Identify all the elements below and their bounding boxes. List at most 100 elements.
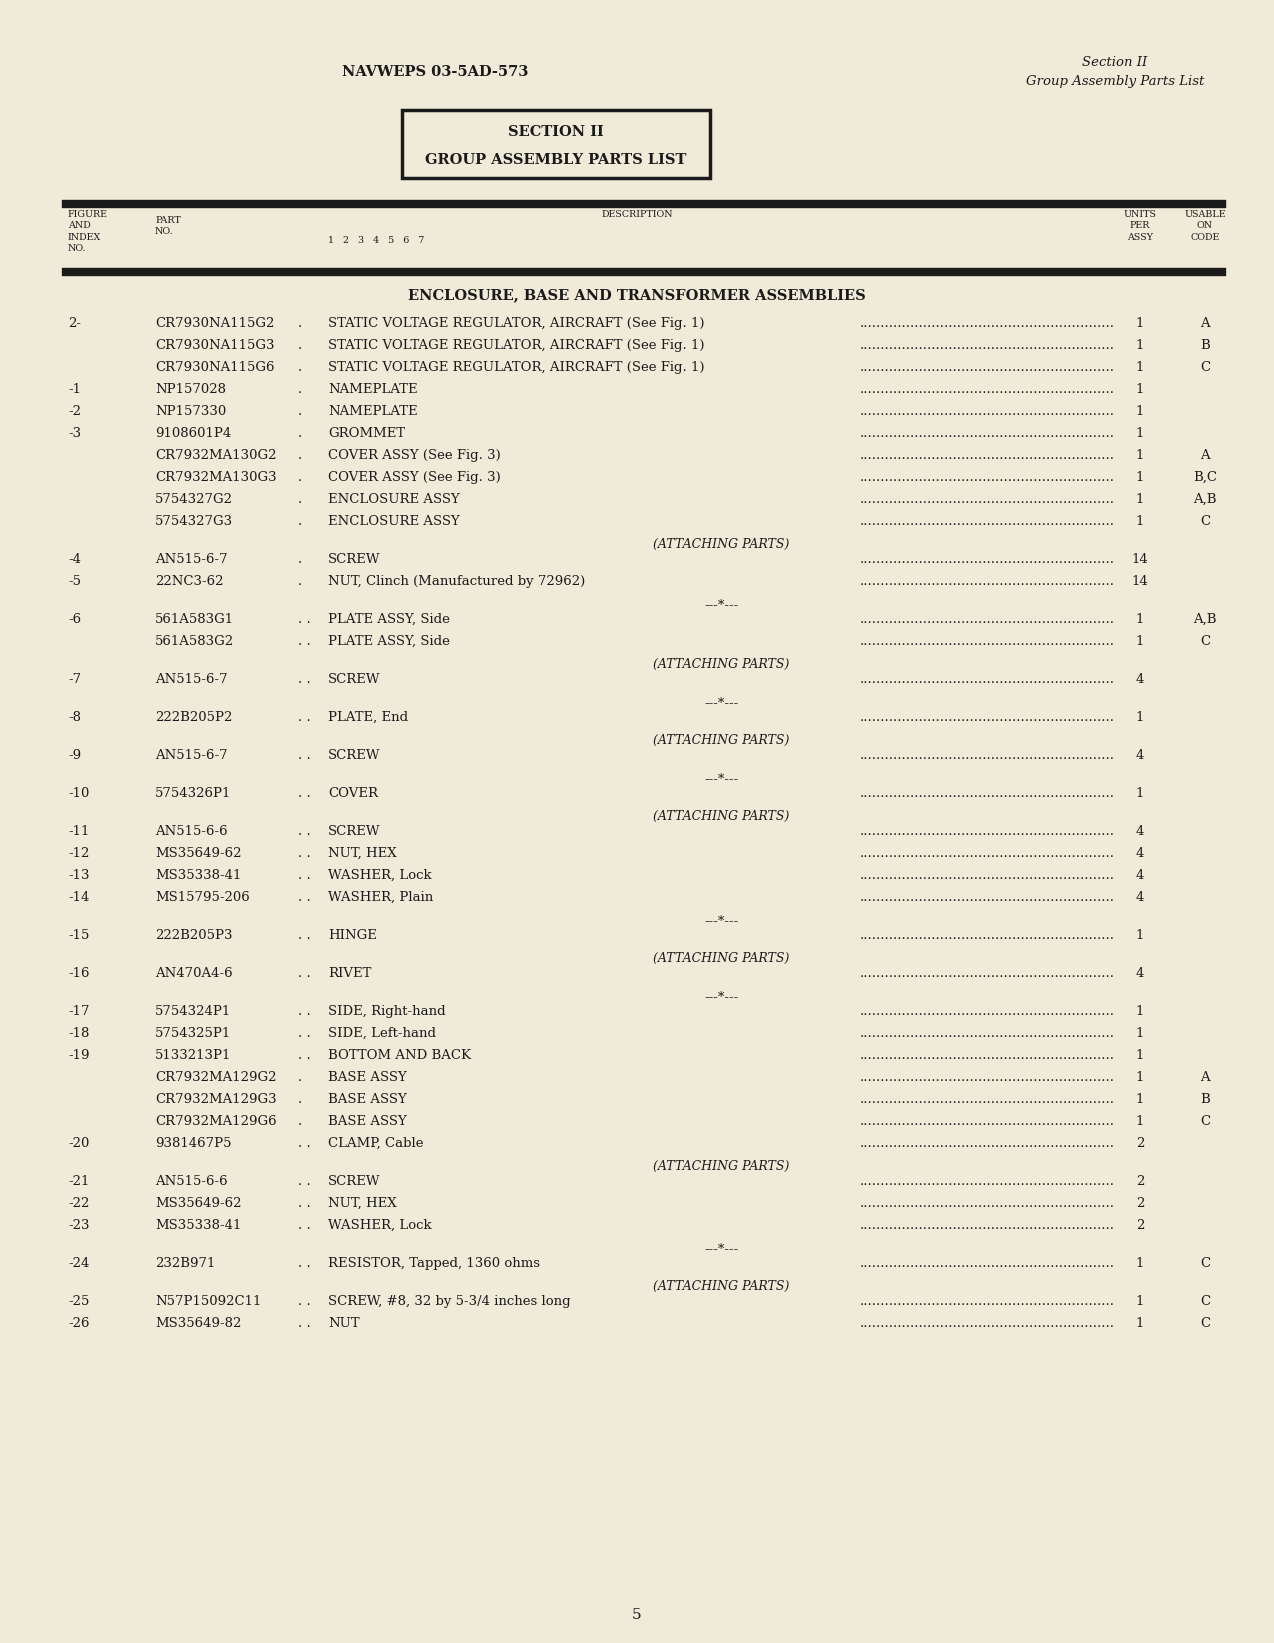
Text: 4: 4 [1136,825,1144,838]
Text: ............................................................: ........................................… [860,427,1115,440]
Text: ............................................................: ........................................… [860,1257,1115,1270]
Text: WASHER, Lock: WASHER, Lock [327,1219,432,1232]
Text: -7: -7 [68,674,82,687]
Text: (ATTACHING PARTS): (ATTACHING PARTS) [654,810,790,823]
Text: 1: 1 [1136,514,1144,527]
Text: ............................................................: ........................................… [860,848,1115,859]
Text: 1: 1 [1136,383,1144,396]
Text: ............................................................: ........................................… [860,1006,1115,1019]
Text: ............................................................: ........................................… [860,317,1115,330]
Text: PLATE ASSY, Side: PLATE ASSY, Side [327,613,450,626]
Text: ............................................................: ........................................… [860,1198,1115,1209]
Text: AN515-6-7: AN515-6-7 [155,749,228,762]
Text: .: . [298,472,302,485]
Text: 1: 1 [1136,1006,1144,1019]
Text: 4: 4 [1136,891,1144,904]
Text: (ATTACHING PARTS): (ATTACHING PARTS) [654,537,790,550]
Text: SCREW: SCREW [327,674,381,687]
Text: MS35649-62: MS35649-62 [155,848,242,859]
Text: .: . [298,317,302,330]
Text: 1   2   3   4   5   6   7: 1 2 3 4 5 6 7 [327,237,424,245]
Text: ............................................................: ........................................… [860,338,1115,352]
Text: -13: -13 [68,869,89,882]
Text: -26: -26 [68,1318,89,1329]
Text: ENCLOSURE ASSY: ENCLOSURE ASSY [327,493,460,506]
Text: SCREW, #8, 32 by 5-3/4 inches long: SCREW, #8, 32 by 5-3/4 inches long [327,1295,571,1308]
Text: .: . [298,427,302,440]
Text: Section II: Section II [1083,56,1148,69]
Text: SIDE, Right-hand: SIDE, Right-hand [327,1006,446,1019]
Text: BASE ASSY: BASE ASSY [327,1093,406,1106]
Text: 5754324P1: 5754324P1 [155,1006,232,1019]
Text: -3: -3 [68,427,82,440]
Text: 2: 2 [1136,1219,1144,1232]
Text: CR7932MA129G2: CR7932MA129G2 [155,1071,276,1084]
Text: -18: -18 [68,1027,89,1040]
Text: 4: 4 [1136,968,1144,979]
Text: SCREW: SCREW [327,749,381,762]
Text: ............................................................: ........................................… [860,1318,1115,1329]
Text: ............................................................: ........................................… [860,1027,1115,1040]
Text: (ATTACHING PARTS): (ATTACHING PARTS) [654,734,790,748]
Text: NUT, HEX: NUT, HEX [327,848,396,859]
Text: A,B: A,B [1194,493,1217,506]
Text: . .: . . [298,968,311,979]
Text: BASE ASSY: BASE ASSY [327,1071,406,1084]
Text: -15: -15 [68,928,89,941]
Text: 1: 1 [1136,787,1144,800]
Text: 5754327G3: 5754327G3 [155,514,233,527]
Text: -19: -19 [68,1048,89,1061]
Text: BOTTOM AND BACK: BOTTOM AND BACK [327,1048,471,1061]
Text: ............................................................: ........................................… [860,493,1115,506]
Text: -21: -21 [68,1175,89,1188]
Text: 222B205P2: 222B205P2 [155,711,232,725]
Text: . .: . . [298,674,311,687]
Text: 14: 14 [1131,575,1148,588]
Text: ............................................................: ........................................… [860,711,1115,725]
Text: ---*---: ---*--- [705,914,739,927]
Text: 2: 2 [1136,1175,1144,1188]
Text: ............................................................: ........................................… [860,406,1115,417]
Text: -20: -20 [68,1137,89,1150]
Text: . .: . . [298,869,311,882]
Text: 2: 2 [1136,1137,1144,1150]
Text: A,B: A,B [1194,613,1217,626]
Text: 1: 1 [1136,317,1144,330]
Text: .: . [298,338,302,352]
Text: -8: -8 [68,711,82,725]
Text: ............................................................: ........................................… [860,1048,1115,1061]
Text: 1: 1 [1136,493,1144,506]
Text: MS35649-82: MS35649-82 [155,1318,241,1329]
Text: -6: -6 [68,613,82,626]
Text: B,C: B,C [1192,472,1217,485]
Text: MS35338-41: MS35338-41 [155,1219,241,1232]
Text: CR7932MA129G3: CR7932MA129G3 [155,1093,276,1106]
Text: 1: 1 [1136,427,1144,440]
Text: USABLE
ON
CODE: USABLE ON CODE [1185,210,1226,242]
Text: ............................................................: ........................................… [860,825,1115,838]
Text: 5754326P1: 5754326P1 [155,787,232,800]
Text: . .: . . [298,1318,311,1329]
Text: . .: . . [298,1295,311,1308]
Text: -22: -22 [68,1198,89,1209]
Text: . .: . . [298,825,311,838]
Text: 22NC3-62: 22NC3-62 [155,575,223,588]
Text: GROUP ASSEMBLY PARTS LIST: GROUP ASSEMBLY PARTS LIST [426,153,687,168]
Text: ............................................................: ........................................… [860,383,1115,396]
Text: 4: 4 [1136,869,1144,882]
Text: .: . [298,383,302,396]
Text: .: . [298,1093,302,1106]
Text: MS15795-206: MS15795-206 [155,891,250,904]
Text: CR7930NA115G2: CR7930NA115G2 [155,317,274,330]
Text: 5754327G2: 5754327G2 [155,493,233,506]
Text: A: A [1200,449,1210,462]
Text: 1: 1 [1136,613,1144,626]
Text: . .: . . [298,1137,311,1150]
Text: -23: -23 [68,1219,89,1232]
Text: ............................................................: ........................................… [860,1175,1115,1188]
Text: MS35338-41: MS35338-41 [155,869,241,882]
Text: ---*---: ---*--- [705,697,739,710]
Text: -11: -11 [68,825,89,838]
Text: 5: 5 [632,1608,642,1622]
Text: ............................................................: ........................................… [860,891,1115,904]
